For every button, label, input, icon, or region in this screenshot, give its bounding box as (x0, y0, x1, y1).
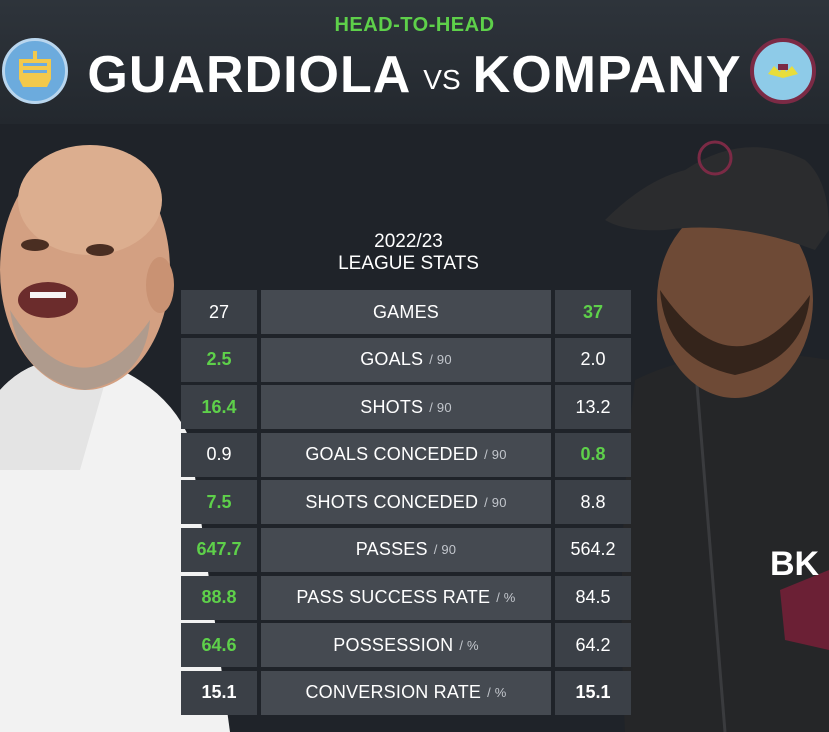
stat-label: GOALS (360, 349, 424, 370)
kompany-stat-value: 0.8 (555, 432, 631, 477)
guardiola-photo (0, 145, 230, 732)
left-value: 0.9 (206, 444, 232, 465)
header-banner (0, 0, 829, 124)
stat-label: GAMES (372, 301, 439, 322)
left-value: 88.8 (201, 587, 237, 608)
guardiola-stat-value: 0.9 (181, 432, 257, 477)
right-value: 564.2 (570, 539, 616, 560)
stat-unit: / % (459, 637, 479, 653)
right-value: 8.8 (580, 491, 606, 512)
kompany-stat-value: 37 (555, 290, 631, 334)
left-value: 64.6 (201, 634, 237, 655)
kompany-stat-value: 15.1 (555, 670, 631, 715)
left-value: 647.7 (196, 539, 242, 560)
right-value: 84.5 (575, 587, 611, 608)
left-value: 2.5 (206, 349, 232, 370)
guardiola-stat-value: 88.8 (181, 575, 257, 620)
kompany-stat-value: 64.2 (555, 623, 631, 668)
burnley-crest-icon (750, 38, 816, 104)
manchester-city-crest-icon (2, 38, 68, 104)
guardiola-stat-value: 15.1 (181, 670, 257, 715)
stat-unit: / 90 (484, 447, 507, 463)
stat-row: 647.7 PASSES / 90 564.2 (181, 527, 632, 572)
stat-label-cell: PASS SUCCESS RATE / % (261, 575, 551, 620)
stat-row: 64.6 POSSESSION / % 64.2 (181, 623, 632, 668)
stat-label-cell: SHOTS / 90 (261, 385, 551, 430)
kompany-stat-value: 13.2 (555, 385, 631, 430)
stat-label-cell: GAMES (261, 290, 551, 334)
left-value: 7.5 (206, 491, 232, 512)
stat-row: 16.4 SHOTS / 90 13.2 (181, 385, 632, 430)
kompany-stat-value: 84.5 (555, 575, 631, 620)
stat-label: PASSES (355, 539, 428, 560)
stats-table: 27 GAMES 37 2.5 GOALS / 90 2.0 16.4 SHOTS / 90 13.… (181, 290, 632, 718)
stat-unit: / 90 (484, 494, 507, 510)
stat-label: SHOTS (360, 396, 424, 417)
right-value: 0.8 (580, 444, 606, 465)
right-value: 13.2 (575, 396, 611, 417)
stat-label-cell: SHOTS CONCEDED / 90 (261, 480, 551, 525)
stat-label: CONVERSION RATE (305, 682, 482, 703)
left-manager-name: GUARDIOLA (87, 46, 412, 104)
guardiola-stat-value: 16.4 (181, 385, 257, 430)
stat-unit: / % (496, 590, 516, 606)
stat-unit: / 90 (429, 399, 452, 415)
kompany-photo: BK (605, 140, 829, 732)
stat-label: POSSESSION (333, 634, 454, 655)
guardiola-stat-value: 64.6 (181, 623, 257, 668)
stat-label-cell: PASSES / 90 (261, 527, 551, 572)
left-value: 16.4 (201, 396, 237, 417)
kompany-stat-value: 8.8 (555, 480, 631, 525)
stat-unit: / % (487, 685, 507, 701)
vs-text: VS (423, 64, 461, 95)
right-value: 37 (582, 301, 604, 322)
kicker-text: HEAD-TO-HEAD (334, 14, 495, 36)
kompany-stat-value: 564.2 (555, 527, 631, 572)
stat-unit: / 90 (429, 352, 452, 368)
stat-label-cell: CONVERSION RATE / % (261, 670, 551, 715)
title-row: GUARDIOLA VS KOMPANY (0, 40, 829, 110)
stat-row: 15.1 CONVERSION RATE / % 15.1 (181, 670, 632, 715)
right-value: 15.1 (575, 682, 611, 703)
season-heading: 2022/23 LEAGUE STATS (300, 231, 517, 275)
stat-label-cell: GOALS / 90 (261, 337, 551, 382)
season-subtitle: LEAGUE STATS (338, 253, 479, 274)
right-manager-name: KOMPANY (472, 46, 742, 104)
stat-label-cell: GOALS CONCEDED / 90 (261, 432, 551, 477)
stat-label: GOALS CONCEDED (305, 444, 479, 465)
guardiola-stat-value: 27 (181, 290, 257, 334)
stat-label: PASS SUCCESS RATE (296, 587, 491, 608)
stat-row: 27 GAMES 37 (181, 290, 632, 334)
stat-unit: / 90 (433, 542, 457, 558)
stat-label: SHOTS CONCEDED (305, 491, 479, 512)
right-value: 2.0 (580, 349, 606, 370)
guardiola-stat-value: 647.7 (181, 527, 257, 572)
stat-row: 7.5 SHOTS CONCEDED / 90 8.8 (181, 480, 632, 525)
stat-row: 0.9 GOALS CONCEDED / 90 0.8 (181, 432, 632, 477)
right-value: 64.2 (575, 634, 611, 655)
season-year: 2022/23 (374, 231, 443, 252)
jersey-sponsor-text: BK (770, 545, 820, 583)
stat-label-cell: POSSESSION / % (261, 623, 551, 668)
guardiola-stat-value: 7.5 (181, 480, 257, 525)
left-value: 27 (208, 301, 230, 322)
stat-row: 88.8 PASS SUCCESS RATE / % 84.5 (181, 575, 632, 620)
left-value: 15.1 (201, 682, 237, 703)
kompany-stat-value: 2.0 (555, 337, 631, 382)
guardiola-stat-value: 2.5 (181, 337, 257, 382)
stat-row: 2.5 GOALS / 90 2.0 (181, 337, 632, 382)
